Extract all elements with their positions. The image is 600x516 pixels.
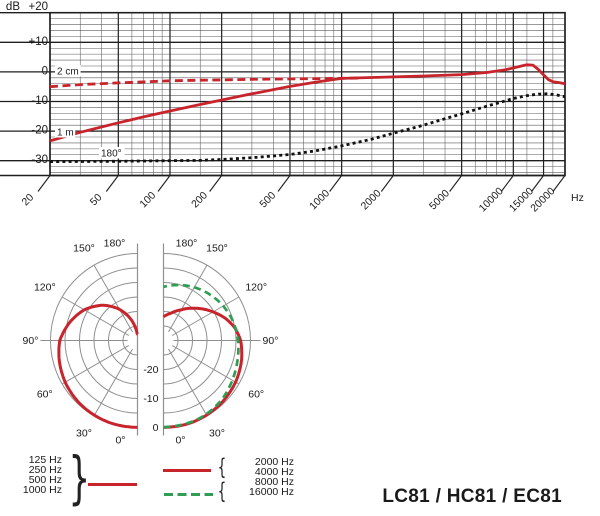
series-dotted (49, 92, 566, 163)
x-tick-label: 200 (189, 189, 210, 210)
angle-label: 60° (248, 389, 264, 401)
x-tick-label: 100 (137, 189, 158, 210)
angle-label: 120° (245, 282, 267, 294)
ring-label: 0 (153, 422, 159, 434)
y-tick-label: +10 (28, 36, 48, 48)
angle-label: 0° (115, 435, 125, 447)
legend: 125 Hz 250 Hz 500 Hz 1000 Hz } { { 2000 … (0, 446, 600, 516)
legend-item-500hz: 500 Hz (28, 473, 62, 486)
brace-glyph: { (217, 454, 227, 482)
x-tick-label: 500 (257, 189, 278, 210)
brace-glyph: } (68, 446, 91, 512)
angle-label: 60° (37, 389, 53, 401)
model-title: LC81 / HC81 / EC81 (382, 486, 562, 507)
polar-pattern-chart: 0° 30° 60° 90° 120° 150° 180° 0° 30° 60° 90° 120° 15… (0, 222, 320, 460)
y-tick-label: -10 (31, 95, 48, 107)
angle-label: 150° (73, 242, 95, 254)
y-tick-label: -30 (31, 154, 48, 166)
y-tick-label: 0 (42, 65, 48, 77)
x-axis-unit: Hz (571, 192, 584, 204)
angle-label: 0° (175, 435, 185, 447)
frequency-response-svg: 2 cm 1 m 180° dB +20 +10 0 -10 -20 -30 20 50 100 200 5… (0, 1, 584, 214)
brace-glyph: { (217, 478, 227, 506)
legend-high-frequency-list: 2000 Hz 4000 Hz 8000 Hz 16000 Hz (232, 456, 294, 498)
low-frequency-line-swatch (88, 482, 137, 487)
y-tick-label: -20 (31, 125, 48, 137)
series-solid (49, 63, 566, 143)
curve-label: 180° (101, 149, 122, 160)
angle-label: 90° (263, 335, 279, 347)
legend-item-16000hz: 16000 Hz (249, 485, 294, 498)
legend-item-2000hz: 2000 Hz (254, 456, 294, 468)
y-axis-unit: dB (6, 1, 20, 13)
angle-label: 30° (76, 428, 92, 440)
x-tick-label: 10000 (477, 185, 506, 214)
high-frequency-line-swatch (164, 492, 213, 497)
frequency-response-chart: 2 cm 1 m 180° dB +20 +10 0 -10 -20 -30 20 50 100 200 5… (0, 0, 600, 215)
x-tick-label: 20 (20, 191, 37, 208)
polar-series-solid (57, 303, 139, 429)
legend-item-1000hz: 1000 Hz (22, 483, 62, 496)
legend-item-125hz: 125 Hz (28, 454, 62, 466)
legend-item-250hz: 250 Hz (28, 463, 62, 476)
x-tick-label: 50 (88, 191, 105, 208)
ring-label: -10 (143, 393, 158, 405)
legend-item-4000hz: 4000 Hz (254, 465, 294, 478)
curve-label: 2 cm (57, 67, 79, 78)
angle-label: 120° (34, 282, 56, 294)
ring-label: -20 (143, 364, 158, 376)
polar-series-solid (162, 306, 244, 429)
y-tick-label: +20 (28, 1, 48, 13)
angle-label: 90° (23, 335, 39, 347)
x-tick-label: 1000 (307, 187, 332, 212)
mid-frequency-line-swatch (163, 468, 211, 473)
angle-label: 180° (176, 238, 198, 250)
legend-low-frequency-list: 125 Hz 250 Hz 500 Hz 1000 Hz (8, 454, 62, 496)
x-tick-label: 2000 (359, 187, 384, 212)
x-tick-label: 5000 (427, 187, 452, 212)
legend-item-8000hz: 8000 Hz (254, 475, 294, 488)
curve-label: 1 m (57, 128, 74, 139)
series-dashed (49, 76, 362, 89)
polar-pattern-svg: 0° 30° 60° 90° 120° 150° 180° 0° 30° 60° 90° 120° 15… (23, 238, 279, 447)
angle-label: 150° (206, 242, 228, 254)
angle-label: 180° (104, 238, 126, 250)
angle-label: 30° (209, 428, 225, 440)
polar-series-dashed (163, 283, 240, 429)
